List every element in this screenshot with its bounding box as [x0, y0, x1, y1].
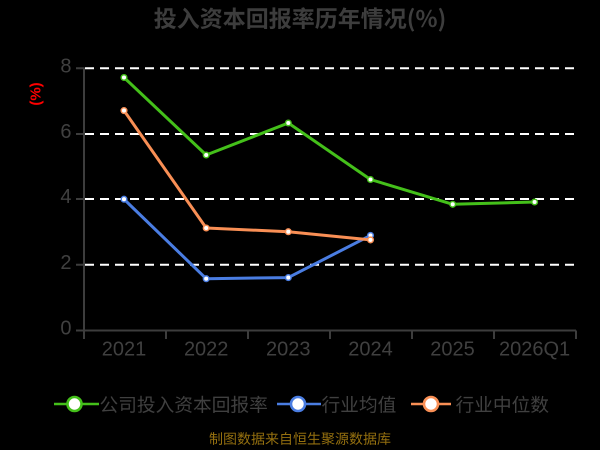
svg-text:2024: 2024: [348, 338, 393, 360]
svg-text:2: 2: [60, 252, 71, 274]
svg-text:2022: 2022: [184, 338, 229, 360]
svg-text:8: 8: [60, 55, 71, 77]
svg-text:2026Q1: 2026Q1: [499, 338, 570, 360]
svg-text:2025: 2025: [430, 338, 475, 360]
svg-text:0: 0: [60, 318, 71, 340]
svg-text:2021: 2021: [102, 338, 147, 360]
svg-text:6: 6: [60, 121, 71, 143]
svg-text:2023: 2023: [266, 338, 311, 360]
svg-text:(%): (%): [28, 82, 45, 105]
svg-text:4: 4: [60, 186, 71, 208]
